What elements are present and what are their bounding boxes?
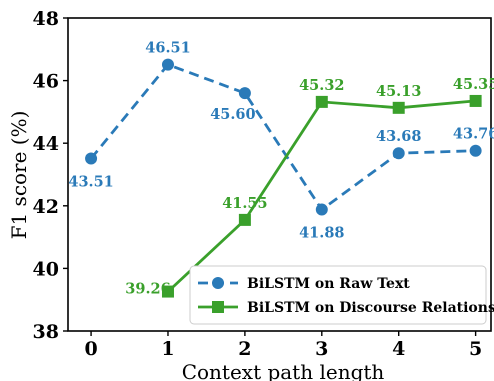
data-point [469,144,482,157]
legend-marker [212,277,224,289]
data-point [161,285,174,298]
legend-marker [212,301,224,313]
data-label: 45.32 [299,77,344,94]
plot-frame [67,17,492,332]
data-label: 43.68 [376,128,421,145]
x-tick-label: 5 [469,338,482,360]
data-point [85,152,98,165]
x-tick-label: 3 [315,338,328,360]
data-point [392,101,405,114]
legend-box [189,265,487,325]
data-label: 41.88 [299,225,344,242]
y-axis-title: F1 score (%) [7,111,31,240]
data-label: 46.51 [145,40,190,57]
series-line-2 [167,99,476,293]
legend-label: BiLSTM on Discourse Relations [247,300,494,316]
x-tick-label: 0 [84,338,97,360]
data-point [238,87,251,100]
data-point [469,94,482,107]
x-axis-title: Context path length [182,360,385,381]
legend: BiLSTM on Raw Text BiLSTM on Discourse Re… [189,265,494,325]
data-label: 45.60 [210,106,255,123]
legend-label: BiLSTM on Raw Text [247,276,410,292]
y-tick-label: 42 [33,196,59,218]
data-point [315,203,328,216]
data-point [392,147,405,160]
y-tick-label: 44 [33,133,59,155]
data-label: 45.35 [453,76,494,93]
data-point [315,95,328,108]
data-label: 45.13 [376,83,421,100]
data-label: 43.76 [453,126,494,143]
x-tick-label: 2 [238,338,251,360]
y-tick-label: 40 [33,258,59,280]
y-tick-label: 46 [33,71,59,93]
data-label: 41.55 [222,195,267,212]
x-tick-label: 4 [392,338,405,360]
y-tick-label: 48 [33,8,59,30]
y-tick-label: 38 [33,321,59,343]
data-point [238,213,251,226]
series-line-1 [90,62,476,212]
data-point [161,58,174,71]
x-tick-label: 1 [161,338,174,360]
data-label: 39.26 [125,281,170,298]
data-label: 43.51 [68,174,113,191]
